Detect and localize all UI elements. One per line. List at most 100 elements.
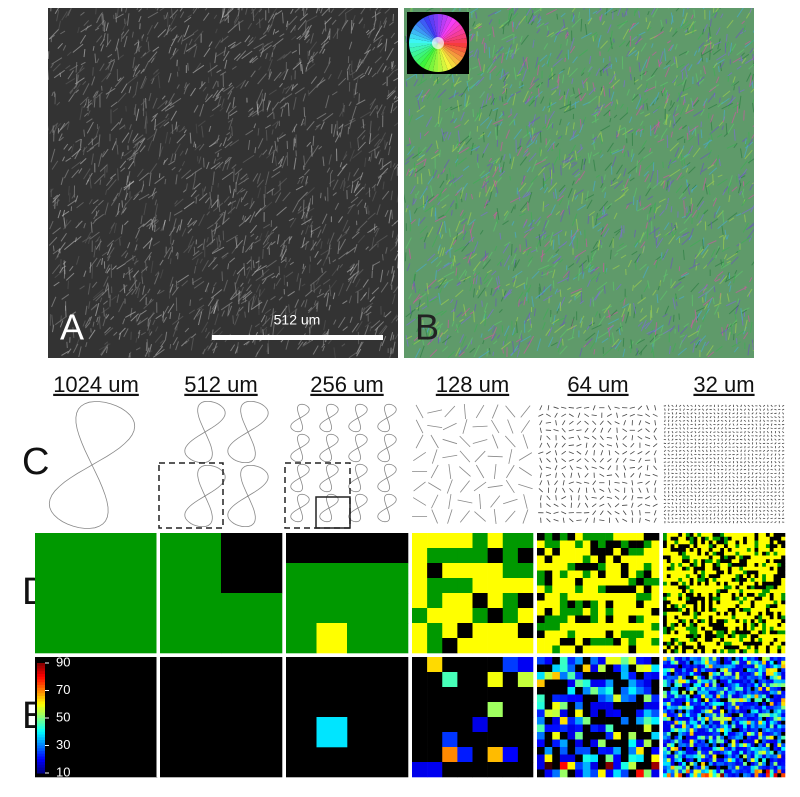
orientation-glyph <box>616 435 617 440</box>
orientation-glyph <box>779 431 780 433</box>
orientation-glyph <box>679 432 681 433</box>
texture-stroke <box>526 10 527 22</box>
texture-stroke <box>295 137 296 143</box>
orientation-glyph <box>718 416 719 418</box>
orientation-glyph <box>443 439 457 443</box>
orientation-glyph <box>778 428 780 429</box>
orientation-glyph <box>741 457 742 459</box>
texture-stroke <box>308 90 309 96</box>
orientation-glyph <box>763 457 764 459</box>
orientation-glyph <box>416 405 423 418</box>
orientation-glyph <box>729 416 730 418</box>
texture-stroke <box>528 202 529 211</box>
orientation-glyph <box>702 443 704 444</box>
orientation-glyph <box>683 450 685 451</box>
orientation-glyph <box>639 420 641 425</box>
ellipse-glyph <box>291 494 309 521</box>
texture-stroke <box>470 261 471 266</box>
orientation-glyph <box>748 432 750 433</box>
orientation-glyph <box>755 465 757 466</box>
orientation-glyph <box>763 428 765 429</box>
orientation-glyph <box>755 432 757 433</box>
orientation-glyph <box>427 425 442 427</box>
orientation-glyph <box>554 430 559 431</box>
orientation-glyph <box>729 412 730 414</box>
orientation-glyph <box>474 512 485 522</box>
orientation-glyph <box>555 488 556 493</box>
orientation-glyph <box>778 443 780 444</box>
orientation-glyph <box>570 488 574 492</box>
texture-stroke <box>222 38 223 43</box>
orientation-glyph <box>748 461 750 462</box>
orientation-glyph <box>729 435 731 437</box>
orientation-glyph <box>672 412 673 414</box>
orientation-glyph <box>740 417 742 418</box>
orientation-glyph <box>683 427 684 429</box>
texture-stroke <box>288 103 289 116</box>
orientation-glyph <box>702 454 704 455</box>
orientation-glyph <box>706 458 708 460</box>
orientation-glyph <box>756 424 757 426</box>
texture-stroke <box>543 201 544 211</box>
ellipse-glyph <box>349 464 367 491</box>
orientation-glyph <box>562 488 564 493</box>
orientation-glyph <box>521 420 530 432</box>
orientation-glyph <box>702 413 704 415</box>
orientation-glyph <box>632 503 634 508</box>
orientation-glyph <box>748 409 750 411</box>
orientation-glyph <box>714 427 715 429</box>
orientation-glyph <box>706 473 708 475</box>
orientation-glyph <box>675 432 677 433</box>
orientation-glyph <box>585 473 588 477</box>
orientation-glyph <box>584 437 589 439</box>
orientation-glyph <box>645 422 650 424</box>
orientation-glyph <box>491 420 499 433</box>
ellipse-glyph <box>378 494 396 521</box>
orientation-glyph <box>593 405 595 410</box>
orientation-glyph <box>585 450 587 455</box>
ellipse-glyph <box>185 401 225 462</box>
texture-stroke <box>393 14 394 21</box>
texture-stroke <box>744 110 745 120</box>
orientation-glyph <box>760 439 761 441</box>
ellipse-glyph <box>320 404 338 431</box>
orientation-glyph <box>771 405 773 407</box>
scale-header: 1024 um <box>53 372 139 397</box>
orientation-glyph <box>562 451 566 454</box>
orientation-glyph <box>767 416 768 418</box>
orientation-glyph <box>506 480 514 493</box>
orientation-glyph <box>783 469 784 471</box>
orientation-glyph <box>717 420 719 421</box>
orientation-glyph <box>664 469 666 470</box>
orientation-glyph <box>752 405 754 407</box>
orientation-glyph <box>556 473 557 478</box>
texture-stroke <box>364 24 365 28</box>
texture-stroke <box>515 204 516 209</box>
orientation-glyph <box>714 439 716 440</box>
orientation-glyph <box>585 459 589 462</box>
orientation-glyph <box>540 420 542 425</box>
orientation-glyph <box>721 417 723 418</box>
orientation-glyph <box>759 465 761 466</box>
orientation-glyph <box>488 456 503 457</box>
orientation-glyph <box>607 497 612 498</box>
texture-stroke <box>640 201 641 206</box>
orientation-glyph <box>539 488 543 492</box>
orientation-glyph <box>645 437 650 439</box>
orientation-glyph <box>577 444 582 446</box>
orientation-glyph <box>745 439 746 441</box>
orientation-glyph <box>782 405 784 406</box>
orientation-glyph <box>741 405 742 407</box>
orientation-glyph <box>691 409 693 411</box>
orientation-glyph <box>736 428 738 429</box>
orientation-glyph <box>505 511 515 522</box>
orientation-glyph <box>691 416 692 418</box>
orientation-glyph <box>607 475 612 476</box>
orientation-glyph <box>579 495 580 500</box>
orientation-glyph <box>752 472 753 474</box>
texture-stroke <box>293 139 294 151</box>
orientation-glyph <box>748 405 750 406</box>
orientation-glyph <box>600 511 603 515</box>
orientation-glyph <box>744 435 745 437</box>
orientation-glyph <box>737 420 738 422</box>
